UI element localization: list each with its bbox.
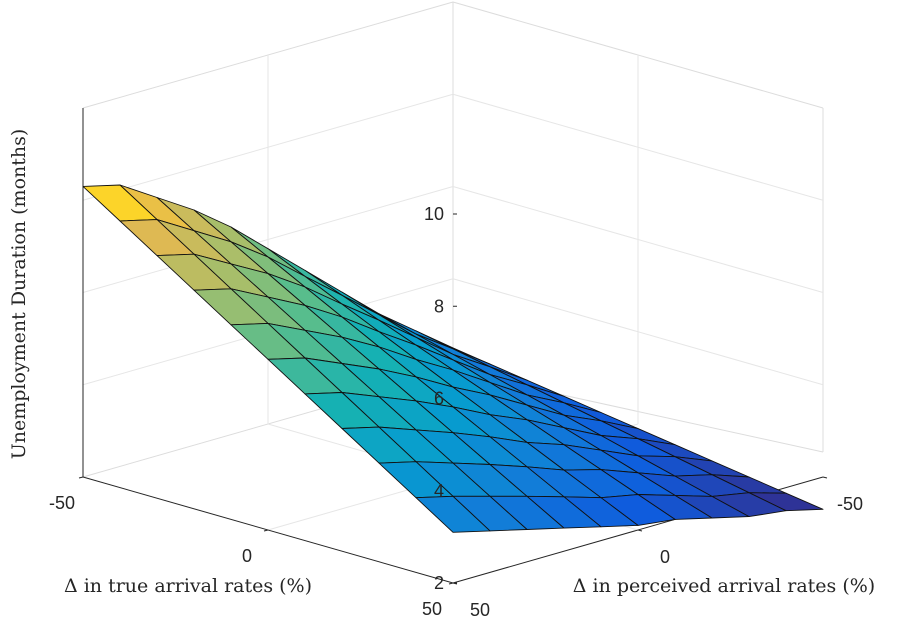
z-tick-label: 8: [434, 296, 444, 316]
x-tick-label: 50: [422, 599, 442, 619]
y-axis-label: Δ in perceived arrival rates (%): [573, 575, 875, 597]
x-tick: [78, 476, 84, 479]
z-tick-label: 2: [434, 573, 444, 593]
y-tick: [822, 476, 828, 479]
surface-cell: [415, 495, 491, 533]
surface: [82, 184, 824, 533]
tick-labels: 2 4 6 8 10 -50 0 50 -50 0 50: [49, 204, 863, 620]
z-tick-label: 4: [434, 481, 444, 501]
x-axis-label: Δ in true arrival rates (%): [64, 575, 312, 597]
x-tick-label: 0: [242, 546, 252, 566]
y-tick-label: 50: [470, 600, 490, 620]
x-tick: [448, 582, 454, 585]
z-tick-label: 10: [424, 204, 444, 224]
y-tick: [637, 529, 643, 532]
y-tick-label: -50: [837, 494, 863, 514]
x-tick-label: -50: [49, 493, 75, 513]
x-tick: [263, 529, 269, 532]
y-tick-label: 0: [660, 547, 670, 567]
y-tick: [452, 582, 458, 585]
z-axis-label: Unemployment Duration (months): [8, 129, 30, 460]
z-tick-label: 6: [434, 389, 444, 409]
